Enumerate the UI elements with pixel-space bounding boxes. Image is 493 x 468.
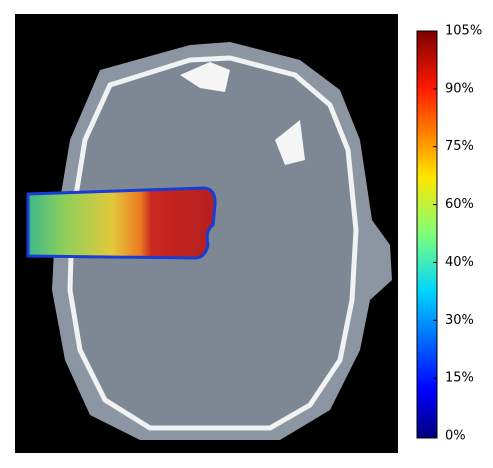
colorbar-tick-label: 30% bbox=[445, 313, 474, 328]
colorbar-tick-label: 0% bbox=[445, 429, 466, 444]
colorbar-tick-label: 75% bbox=[445, 139, 474, 154]
colorbar-tick-label: 105% bbox=[445, 24, 482, 39]
colorbar: 0% 15% 30% 40% 60% 75% 90% 105% bbox=[416, 24, 482, 444]
bone-orbit bbox=[275, 120, 305, 165]
colorbar-tick-label: 15% bbox=[445, 371, 474, 386]
colorbar-tick-label: 40% bbox=[445, 255, 474, 270]
dose-beam bbox=[26, 186, 217, 260]
bone-frontal bbox=[180, 62, 230, 92]
colorbar-gradient bbox=[416, 30, 438, 439]
ct-image bbox=[15, 14, 398, 453]
colorbar-tick-label: 90% bbox=[445, 81, 474, 96]
colorbar-tick-label: 60% bbox=[445, 197, 474, 212]
